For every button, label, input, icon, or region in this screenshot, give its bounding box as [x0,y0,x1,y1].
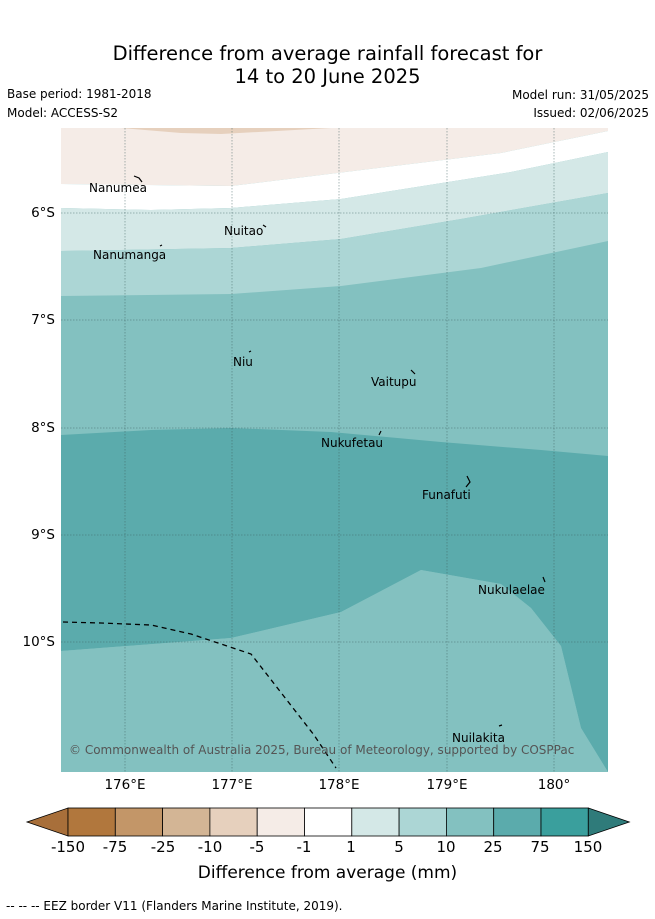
colorbar-tick: 150 [573,838,603,856]
colorbar-tick: -75 [102,838,128,856]
lat-label-8s: 8°S [31,420,55,436]
lat-label-6s: 6°S [31,205,55,221]
colorbar-segment [304,807,353,837]
colorbar-tick: 1 [346,838,356,856]
nukulaelae-island [542,576,546,583]
vaitupu-island [410,369,416,375]
colorbar-arrow-low [25,807,69,837]
place-funafuti: Funafuti [422,488,471,502]
colorbar-tick: -1 [296,838,312,856]
band-1-5 [61,152,608,251]
colorbar-tick: -5 [249,838,265,856]
nanumea-island [133,175,143,183]
place-nukulaelae: Nukulaelae [478,583,545,597]
eez-footnote: -- -- -- EEZ border V11 (Flanders Marine… [6,899,343,913]
base-period: Base period: 1981-2018 [7,87,152,101]
rainfall-map [61,128,608,772]
graticule [61,128,608,772]
colorbar-tick: 10 [436,838,456,856]
colorbar-segment [209,807,258,837]
colorbar-arrow-high [587,807,631,837]
funafuti-island [465,475,471,488]
colorbar-tick: -10 [197,838,223,856]
colorbar-tick: -25 [150,838,176,856]
nanumanga-island [159,244,163,247]
eez-border [62,621,337,769]
copyright-text: © Commonwealth of Australia 2025, Bureau… [69,743,575,757]
place-niu: Niu [233,355,253,369]
band-minus1-1 [61,131,608,210]
lat-label-7s: 7°S [31,312,55,328]
colorbar-tick: -150 [50,838,86,856]
lat-label-9s: 9°S [31,527,55,543]
island-shapes [133,175,546,727]
colorbar-segment [67,807,116,837]
colorbar-segment [114,807,164,837]
place-nanumea: Nanumea [89,181,147,195]
lon-label-180: 180° [537,777,571,793]
lon-label-176: 176°E [104,777,146,793]
colorbar-segment [493,807,542,837]
band-10-25-south [61,570,608,772]
colorbar [25,807,631,837]
chart-title: Difference from average rainfall forecas… [0,42,655,88]
colorbar-segment [398,807,447,837]
place-vaitupu: Vaitupu [371,375,417,389]
issued-date: Issued: 02/06/2025 [533,106,649,120]
band-minus10-minus5 [121,128,331,134]
colorbar-label: Difference from average (mm) [197,863,458,883]
place-nukufetau: Nukufetau [321,436,384,450]
place-nuitao: Nuitao [224,224,264,238]
colorbar-segment [256,807,305,837]
nuitao-island [262,224,267,228]
title-line-2: 14 to 20 June 2025 [234,65,421,88]
colorbar-segment [445,807,495,837]
band-25-75 [61,428,608,772]
place-nuilakita: Nuilakita [452,731,505,745]
colorbar-tick: 75 [530,838,550,856]
nuilakita-island [498,724,503,727]
lon-label-179: 179°E [426,777,468,793]
colorbar-tick: 25 [483,838,503,856]
colorbar-segment [540,807,589,837]
nukufetau-island [378,430,382,436]
lat-label-10s: 10°S [22,634,56,650]
band-5-10 [61,193,608,296]
model-name: Model: ACCESS-S2 [7,106,119,120]
model-run: Model run: 31/05/2025 [511,88,649,102]
lon-label-178: 178°E [318,777,360,793]
niu-island [248,350,252,353]
lon-label-177: 177°E [211,777,253,793]
title-line-1: Difference from average rainfall forecas… [112,42,543,65]
colorbar-segment [351,807,400,837]
place-nanumanga: Nanumanga [93,248,167,262]
colorbar-tick: 5 [394,838,404,856]
colorbar-segment [162,807,211,837]
band-minus5-minus1 [61,128,608,186]
